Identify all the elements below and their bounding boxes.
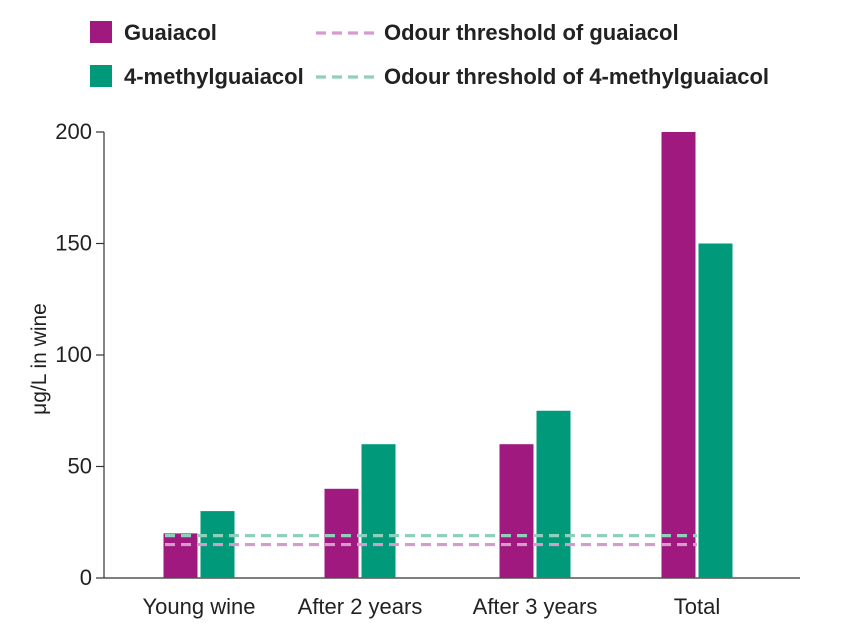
legend-guaiacol-swatch <box>90 21 112 43</box>
legend-4-methylguaiacol-label: 4-methylguaiacol <box>124 64 304 89</box>
legend-guaiacol-label: Guaiacol <box>124 20 217 45</box>
bar-guaiacol <box>661 132 696 578</box>
y-tick-label: 50 <box>68 454 92 479</box>
y-axis-title: μg/L in wine <box>28 303 51 415</box>
y-tick-label: 0 <box>80 565 92 590</box>
legend-threshold-guaiacol-label: Odour threshold of guaiacol <box>384 20 679 45</box>
bar-guaiacol <box>499 444 534 578</box>
x-category-label: Total <box>674 594 720 619</box>
legend: Guaiacol 4-methylguaiacol Odour threshold … <box>90 20 769 89</box>
legend-threshold-4-methylguaiacol-label: Odour threshold of 4-methylguaiacol <box>384 64 769 89</box>
bar-4-methylguaiacol <box>361 444 396 578</box>
bar-4-methylguaiacol <box>536 410 571 578</box>
x-category-label: After 3 years <box>473 594 598 619</box>
bar-4-methylguaiacol <box>698 243 733 578</box>
y-tick-label: 150 <box>55 231 92 256</box>
plot-area: 0 50 100 150 200 μg/L in wine Young wine After … <box>28 119 800 619</box>
x-category-label: After 2 years <box>298 594 423 619</box>
x-category-label: Young wine <box>143 594 256 619</box>
bar-guaiacol <box>324 488 359 578</box>
y-tick-label: 100 <box>55 342 92 367</box>
bar-guaiacol <box>163 533 198 578</box>
y-tick-label: 200 <box>55 119 92 144</box>
legend-4-methylguaiacol-swatch <box>90 65 112 87</box>
